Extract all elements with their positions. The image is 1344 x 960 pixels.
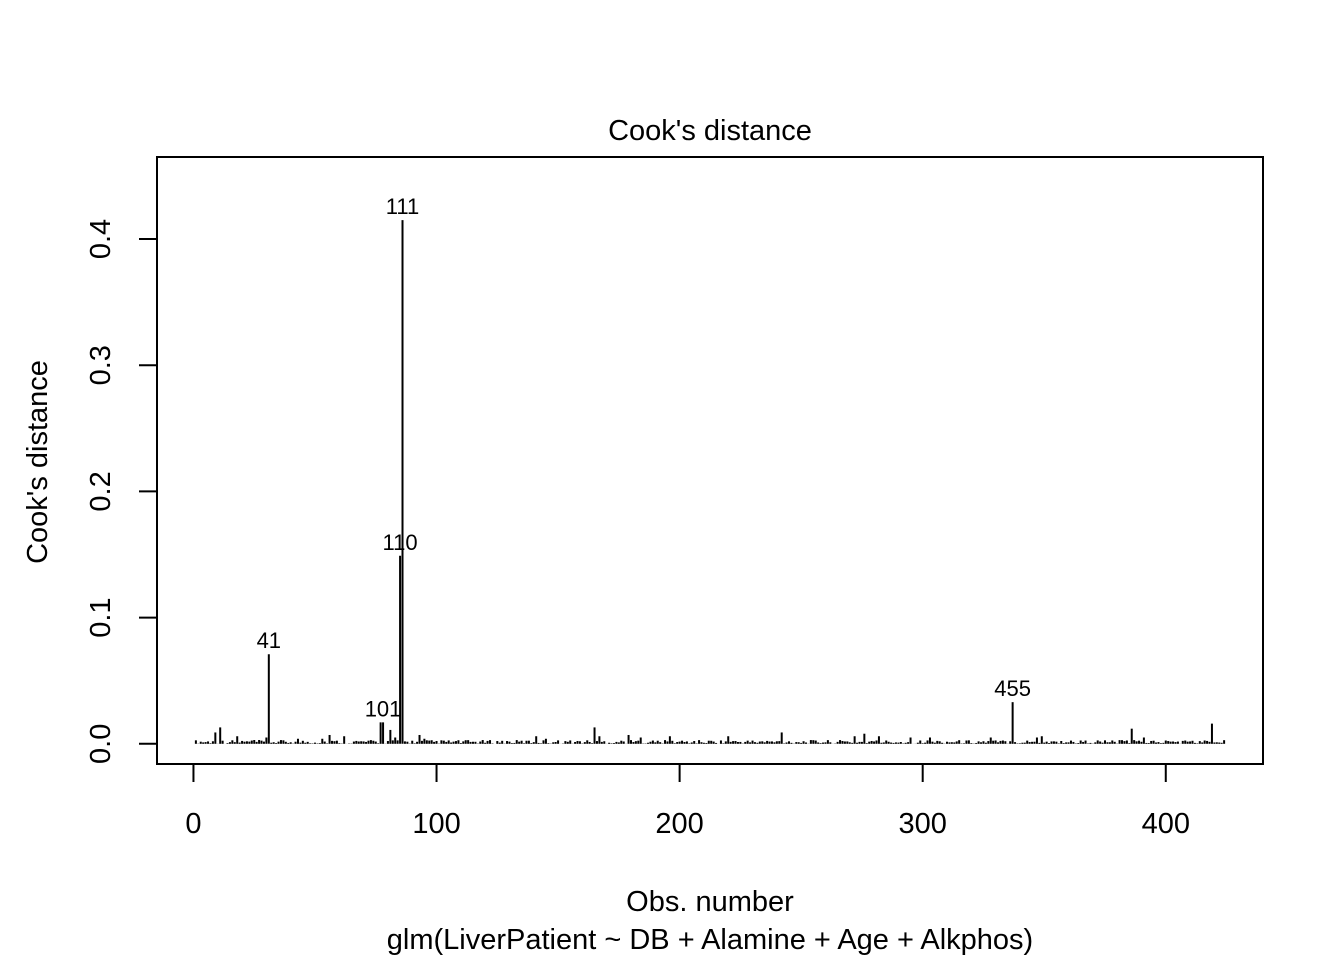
y-tick-label: 0.2 [85,471,117,511]
x-axis: 0 100 200 300 400 [185,763,1190,840]
y-tick-label: 0.4 [85,219,117,259]
point-label-110: 110 [383,530,418,555]
x-tick-label: 100 [412,808,460,840]
x-tick-label: 400 [1142,808,1190,840]
point-labels: 41 101 110 111 455 [257,194,1031,721]
x-tick-label: 200 [655,808,703,840]
x-tick-label: 0 [185,808,201,840]
point-label-41: 41 [257,628,281,653]
y-axis-label: Cook's distance [22,360,54,564]
x-axis-label: Obs. number [626,886,794,918]
chart-title: Cook's distance [608,115,812,147]
y-tick-label: 0.3 [85,345,117,385]
model-formula-subtitle: glm(LiverPatient ~ DB + Alamine + Age + … [387,924,1033,956]
point-label-101: 101 [365,696,402,721]
y-tick-label: 0.1 [85,597,117,637]
y-axis: 0.0 0.1 0.2 0.3 0.4 [85,219,158,764]
x-tick-label: 300 [898,808,946,840]
bar-series [194,220,1226,744]
y-tick-label: 0.0 [85,724,117,764]
point-label-455: 455 [994,676,1031,701]
point-label-111: 111 [386,194,419,219]
